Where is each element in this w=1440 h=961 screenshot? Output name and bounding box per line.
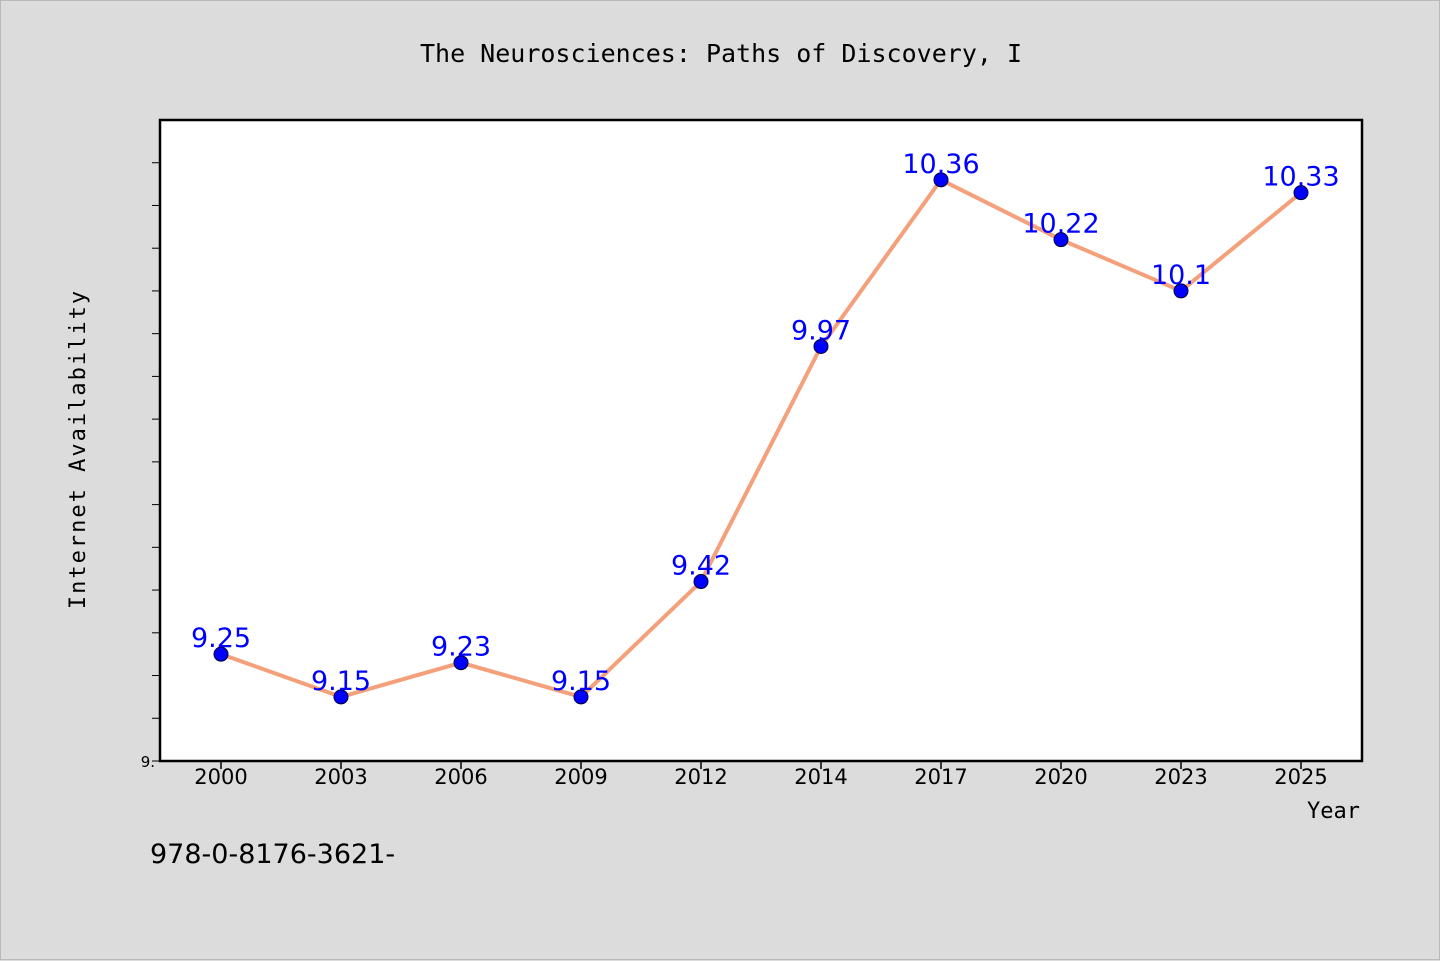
x-tick-label: 2000 <box>194 765 247 789</box>
data-point <box>1173 283 1189 299</box>
data-label: 9.23 <box>431 632 491 663</box>
chart-title: The Neurosciences: Paths of Discovery, I <box>420 39 1022 68</box>
data-point <box>693 574 709 590</box>
data-point <box>933 172 949 188</box>
x-tick-label: 2020 <box>1034 765 1087 789</box>
data-label: 10.36 <box>902 149 979 180</box>
y-tick-label: 9. <box>141 753 155 771</box>
data-label: 10.22 <box>1022 209 1099 240</box>
x-tick-label: 2009 <box>554 765 607 789</box>
x-tick-label: 2003 <box>314 765 367 789</box>
x-axis-tick-labels: 2000 2003 2006 2009 2012 2014 2017 2020 2023 2025 <box>194 765 1327 789</box>
x-axis-label: Year <box>1307 799 1360 824</box>
x-axis-ticks <box>220 761 1302 769</box>
data-label: 10.33 <box>1262 162 1339 193</box>
data-point <box>333 689 349 705</box>
data-label: 9.97 <box>791 315 851 346</box>
data-label: 10.1 <box>1151 260 1211 291</box>
data-label: 9.42 <box>671 551 731 582</box>
data-label: 9.25 <box>191 623 251 654</box>
data-point <box>1053 232 1069 248</box>
plot-area <box>158 118 1364 763</box>
data-point <box>213 646 229 662</box>
y-axis-ticks <box>152 162 160 762</box>
x-tick-label: 2017 <box>914 765 967 789</box>
x-tick-label: 2012 <box>674 765 727 789</box>
series-line <box>219 177 1303 699</box>
x-tick-label: 2023 <box>1154 765 1207 789</box>
data-label: 9.15 <box>311 666 371 697</box>
x-tick-label: 2006 <box>434 765 487 789</box>
data-point <box>573 689 589 705</box>
series-markers <box>213 172 1309 705</box>
x-tick-label: 2025 <box>1274 765 1327 789</box>
data-label: 9.15 <box>551 666 611 697</box>
data-labels: 9.25 9.15 9.23 9.15 9.42 9.97 10.36 10.22 10.1 10… <box>191 149 1340 697</box>
y-axis-label: Internet Availability <box>66 289 91 609</box>
x-tick-label: 2014 <box>794 765 847 789</box>
data-point <box>1293 185 1309 201</box>
data-point <box>813 338 829 354</box>
isbn-annotation: 978-0-8176-3621- <box>150 839 395 870</box>
data-point <box>453 655 469 671</box>
